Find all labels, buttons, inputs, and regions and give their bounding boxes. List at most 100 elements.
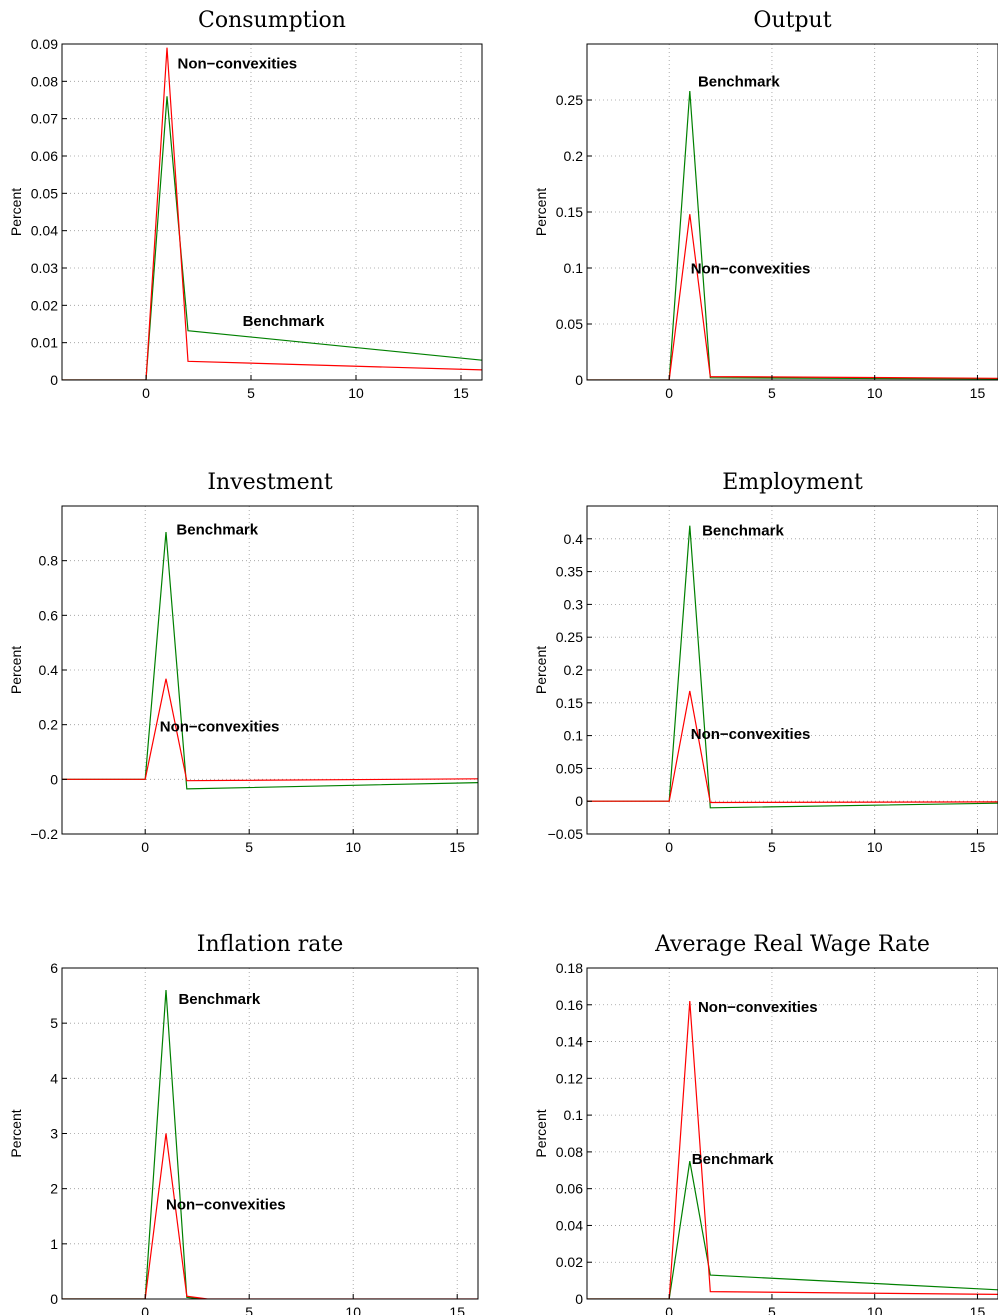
- x-tick-label: 0: [665, 1304, 673, 1315]
- y-tick-label: 4: [50, 1070, 58, 1086]
- y-tick-label: 0.2: [564, 662, 584, 678]
- y-tick-label: 0.25: [556, 92, 583, 108]
- x-tick-label: 10: [867, 1304, 883, 1315]
- series-line-2: [587, 690, 998, 804]
- y-tick-label: 0.02: [31, 297, 58, 313]
- panel-1: Consumption Percent 0 5 10 15 0 0.01 0.02 0.03 0.0…: [8, 8, 483, 401]
- series-annotation: Benchmark: [178, 991, 260, 1008]
- series-line-1: [62, 531, 478, 790]
- x-tick-label: 5: [768, 385, 776, 401]
- panel-2: Output Percent 0 5 10 15 0 0.05 0.1 0.15 0.2 0.25 Be…: [533, 8, 998, 401]
- panel-title: Investment: [207, 470, 332, 495]
- y-tick-label: 0.02: [556, 1254, 583, 1270]
- y-tick-label: 0.08: [556, 1144, 583, 1160]
- y-axis-label: Percent: [533, 1109, 549, 1157]
- y-tick-label: 0.06: [556, 1181, 583, 1197]
- x-tick-label: 15: [449, 1304, 465, 1315]
- y-tick-label: 0.06: [31, 148, 58, 164]
- series-line-2: [587, 214, 998, 380]
- panel-4: Employment Percent 0 5 10 15 −0.05 0 0.05 0.1 0.15…: [533, 470, 998, 855]
- panel-title: Employment: [722, 470, 863, 495]
- panel-3: Investment Percent 0 5 10 15 −0.2 0 0.2 0.4 0.6 0.8…: [8, 470, 479, 855]
- y-tick-label: 0.05: [556, 316, 583, 332]
- y-tick-label: 0.1: [564, 1107, 584, 1123]
- x-tick-label: 5: [768, 1304, 776, 1315]
- y-tick-label: −0.2: [30, 826, 58, 842]
- axes-frame: [61, 43, 483, 381]
- y-tick-label: 0: [50, 372, 58, 388]
- y-tick-label: 0.1: [564, 728, 584, 744]
- series-line-2: [587, 1001, 998, 1299]
- y-tick-label: 0.2: [564, 148, 584, 164]
- y-tick-label: 0: [575, 793, 583, 809]
- x-tick-label: 15: [449, 839, 465, 855]
- y-tick-label: 0.15: [556, 695, 583, 711]
- series-line-1: [587, 1160, 998, 1299]
- y-tick-label: 0.05: [31, 185, 58, 201]
- series-line-2: [62, 678, 478, 782]
- y-tick-label: 3: [50, 1126, 58, 1142]
- y-tick-label: 0: [575, 372, 583, 388]
- series-line-2: [62, 47, 482, 380]
- x-tick-label: 0: [141, 839, 149, 855]
- y-tick-label: 0.04: [31, 223, 58, 239]
- y-tick-label: 0.8: [39, 553, 59, 569]
- y-tick-label: 0.05: [556, 760, 583, 776]
- axes-frame: [586, 43, 998, 381]
- series-annotation: Non−convexities: [691, 726, 811, 743]
- y-tick-label: 0.2: [39, 717, 59, 733]
- x-tick-label: 5: [768, 839, 776, 855]
- y-tick-label: 0: [50, 771, 58, 787]
- x-tick-label: 10: [345, 839, 361, 855]
- panel-6: Average Real Wage Rate Percent 0 5 10 15 0 0.02…: [533, 932, 998, 1315]
- y-tick-label: 0.1: [564, 260, 584, 276]
- y-tick-label: 0.4: [39, 662, 59, 678]
- x-tick-label: 10: [867, 385, 883, 401]
- series-annotation: Benchmark: [176, 522, 258, 539]
- y-tick-label: 0.35: [556, 564, 583, 580]
- x-tick-label: 0: [665, 385, 673, 401]
- series-annotation: Benchmark: [243, 313, 325, 330]
- x-tick-label: 10: [867, 839, 883, 855]
- panel-title: Inflation rate: [197, 932, 343, 957]
- y-tick-label: 2: [50, 1181, 58, 1197]
- series-annotation: Benchmark: [698, 74, 780, 91]
- x-tick-label: 5: [247, 385, 255, 401]
- x-tick-label: 5: [245, 1304, 253, 1315]
- y-axis-label: Percent: [533, 646, 549, 694]
- axes-frame: [586, 505, 998, 835]
- y-tick-label: 0.01: [31, 335, 58, 351]
- series-annotation: Non−convexities: [160, 719, 280, 736]
- panel-title: Output: [753, 8, 831, 33]
- y-tick-label: 1: [50, 1236, 58, 1252]
- x-tick-label: 0: [665, 839, 673, 855]
- x-tick-label: 5: [245, 839, 253, 855]
- panel-5: Inflation rate Percent 0 5 10 15 0 1 2 3 4 5 6 Benchm…: [8, 932, 479, 1315]
- y-tick-label: 0.07: [31, 111, 58, 127]
- y-tick-label: 0.09: [31, 36, 58, 52]
- y-tick-label: 0.15: [556, 204, 583, 220]
- y-tick-label: 0.3: [564, 596, 584, 612]
- series-annotation: Non−convexities: [166, 1197, 286, 1214]
- x-tick-label: 10: [345, 1304, 361, 1315]
- x-tick-label: 0: [141, 1304, 149, 1315]
- series-line-1: [62, 96, 482, 380]
- y-axis-label: Percent: [8, 188, 24, 236]
- y-tick-label: 0.14: [556, 1034, 583, 1050]
- y-axis-label: Percent: [533, 188, 549, 236]
- y-tick-label: 0.04: [556, 1217, 583, 1233]
- y-tick-label: 6: [50, 960, 58, 976]
- series-annotation: Non−convexities: [178, 55, 298, 72]
- y-tick-label: −0.05: [548, 826, 584, 842]
- y-tick-label: 0.08: [31, 73, 58, 89]
- y-tick-label: 0.25: [556, 629, 583, 645]
- y-tick-label: 0.03: [31, 260, 58, 276]
- y-axis-label: Percent: [8, 1109, 24, 1157]
- y-tick-label: 0: [50, 1291, 58, 1307]
- y-tick-label: 0: [575, 1291, 583, 1307]
- panel-title: Average Real Wage Rate: [654, 932, 930, 957]
- x-tick-label: 10: [348, 385, 364, 401]
- y-tick-label: 5: [50, 1015, 58, 1031]
- x-tick-label: 0: [142, 385, 150, 401]
